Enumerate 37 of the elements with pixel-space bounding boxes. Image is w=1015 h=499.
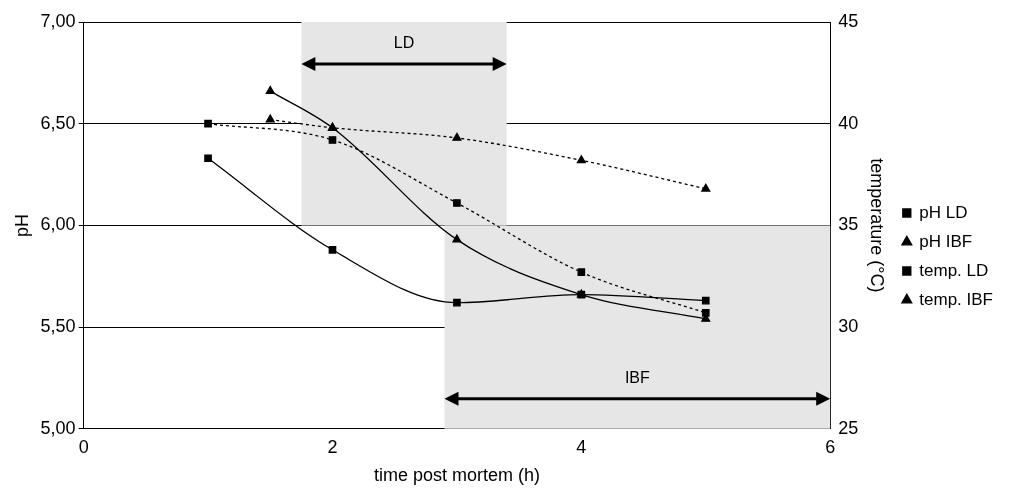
y2-tick-label: 35 xyxy=(838,214,859,235)
y-tick-label: 7,00 xyxy=(40,10,76,31)
point xyxy=(204,154,212,163)
point xyxy=(453,199,461,207)
point xyxy=(701,296,710,305)
x-axis-title: time post mortem (h) xyxy=(373,465,540,486)
point xyxy=(452,234,462,243)
point xyxy=(577,268,586,277)
x-tick-label: 6 xyxy=(825,436,836,457)
point xyxy=(576,155,586,164)
legend-label: temp. LD xyxy=(919,260,989,280)
y2-tick-label: 45 xyxy=(838,10,859,31)
y2-tick-label: 30 xyxy=(838,316,859,337)
y2-axis-title: temperature (°C) xyxy=(867,158,888,293)
x-tick-label: 2 xyxy=(327,436,338,457)
y2-tick-label: 40 xyxy=(838,112,859,133)
y-tick-label: 6,00 xyxy=(40,214,76,235)
y-axis-title: pH xyxy=(11,213,32,237)
x-tick-label: 0 xyxy=(78,436,89,457)
x-tick-label: 4 xyxy=(576,436,587,457)
band-label: IBF xyxy=(624,369,650,387)
point xyxy=(328,136,337,144)
point xyxy=(265,86,275,95)
point xyxy=(204,119,212,128)
point xyxy=(453,298,461,307)
legend-label: temp. IBF xyxy=(919,289,993,309)
y-tick-label: 5,00 xyxy=(40,417,76,438)
legend-label: pH LD xyxy=(919,202,968,222)
point xyxy=(701,183,711,192)
band-label: LD xyxy=(393,34,415,52)
legend-label: pH IBF xyxy=(919,231,973,251)
y2-tick-label: 25 xyxy=(838,417,859,438)
point xyxy=(265,114,275,123)
y-tick-label: 5,50 xyxy=(40,316,76,337)
point xyxy=(328,245,337,254)
y-tick-label: 6,50 xyxy=(40,112,76,133)
point xyxy=(452,132,462,141)
